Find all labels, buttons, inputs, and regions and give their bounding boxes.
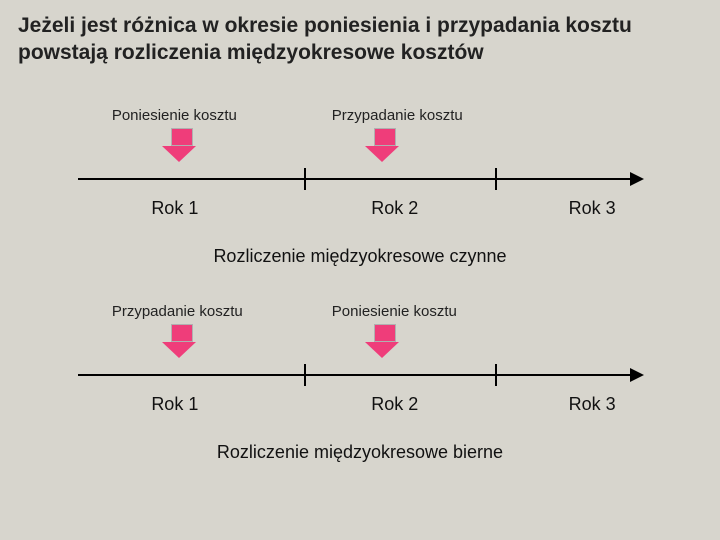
- diagram-bierne: Przypadanie kosztu Poniesienie kosztu Ro…: [78, 303, 642, 422]
- top-labels-1: Poniesienie kosztu Przypadanie kosztu: [78, 107, 642, 124]
- down-arrow-icon: [371, 324, 399, 358]
- label-przypadanie-2: Przypadanie kosztu: [112, 303, 243, 320]
- tick: [495, 168, 497, 190]
- tick: [304, 364, 306, 386]
- year-labels-2: Rok 1 Rok 2 Rok 3: [78, 394, 642, 422]
- year-1: Rok 1: [151, 394, 198, 415]
- arrows-row-1: [78, 128, 642, 162]
- timeline-arrowhead-icon: [630, 368, 644, 382]
- year-labels-1: Rok 1 Rok 2 Rok 3: [78, 198, 642, 226]
- caption-bierne: Rozliczenie międzyokresowe bierne: [18, 442, 702, 463]
- top-labels-2: Przypadanie kosztu Poniesienie kosztu: [78, 303, 642, 320]
- year-2: Rok 2: [371, 198, 418, 219]
- year-3: Rok 3: [569, 198, 616, 219]
- slide: Jeżeli jest różnica w okresie poniesieni…: [0, 0, 720, 540]
- arrows-row-2: [78, 324, 642, 358]
- timeline-arrowhead-icon: [630, 172, 644, 186]
- year-2: Rok 2: [371, 394, 418, 415]
- label-poniesienie-2: Poniesienie kosztu: [332, 303, 457, 320]
- slide-title: Jeżeli jest różnica w okresie poniesieni…: [18, 12, 702, 67]
- down-arrow-icon: [168, 324, 196, 358]
- timeline-line: [78, 178, 642, 180]
- timeline-line: [78, 374, 642, 376]
- tick: [495, 364, 497, 386]
- label-poniesienie-1: Poniesienie kosztu: [112, 107, 237, 124]
- timeline-1: [78, 168, 642, 190]
- tick: [304, 168, 306, 190]
- down-arrow-icon: [371, 128, 399, 162]
- down-arrow-icon: [168, 128, 196, 162]
- year-3: Rok 3: [569, 394, 616, 415]
- year-1: Rok 1: [151, 198, 198, 219]
- timeline-2: [78, 364, 642, 386]
- diagram-czynne: Poniesienie kosztu Przypadanie kosztu Ro…: [78, 107, 642, 226]
- label-przypadanie-1: Przypadanie kosztu: [332, 107, 463, 124]
- caption-czynne: Rozliczenie międzyokresowe czynne: [18, 246, 702, 267]
